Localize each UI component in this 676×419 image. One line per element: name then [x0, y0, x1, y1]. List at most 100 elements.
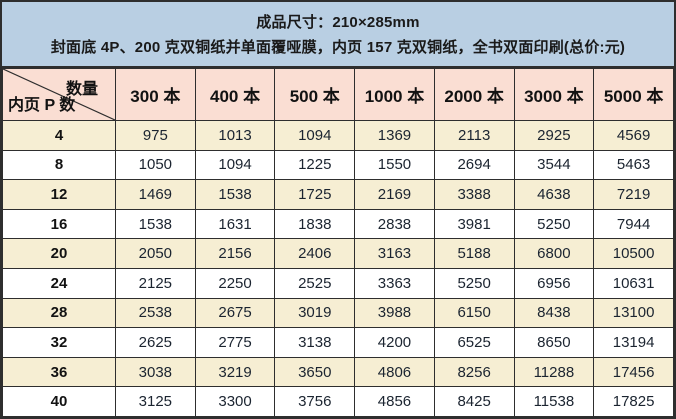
price-cell: 2525 — [274, 267, 356, 299]
row-label-pages: 8 — [2, 149, 116, 181]
row-label-pages: 4 — [2, 120, 116, 151]
price-cell: 1538 — [194, 179, 276, 210]
price-cell: 1838 — [274, 208, 356, 240]
price-cell: 7219 — [593, 179, 674, 210]
price-cell: 2050 — [115, 238, 196, 269]
row-label-pages: 40 — [2, 386, 116, 417]
price-cell: 1725 — [274, 179, 356, 210]
price-cell: 4200 — [354, 327, 435, 358]
price-row: 24 2125 2250 2525 3363 5250 6956 10631 — [2, 267, 674, 299]
diagonal-line — [3, 69, 115, 120]
price-cell: 5188 — [433, 238, 515, 269]
price-cell: 3756 — [274, 386, 356, 417]
price-cell: 11288 — [513, 356, 595, 388]
price-cell: 3300 — [194, 386, 276, 417]
price-cell: 3988 — [354, 297, 435, 329]
price-cell: 4638 — [513, 179, 595, 210]
price-cell: 3163 — [354, 238, 435, 269]
column-header-400: 400 本 — [194, 68, 276, 121]
price-cell: 1369 — [354, 120, 435, 151]
diagonal-header-cell: 数量 内页 P 数 — [2, 68, 116, 121]
corner-quantity-label: 数量 — [65, 81, 98, 98]
price-cell: 11538 — [513, 386, 595, 417]
row-label-pages: 32 — [2, 327, 116, 358]
column-header-3000: 3000 本 — [513, 68, 595, 121]
column-header-5000: 5000 本 — [593, 68, 674, 121]
row-label-pages: 28 — [2, 297, 116, 329]
price-cell: 13100 — [593, 297, 674, 329]
price-cell: 1050 — [115, 149, 196, 181]
column-header-row: 数量 内页 P 数 300 本 400 本 500 本 1000 本 2000 … — [2, 68, 674, 121]
price-table: 数量 内页 P 数 300 本 400 本 500 本 1000 本 2000 … — [2, 68, 674, 417]
price-row: 32 2625 2775 3138 4200 6525 8650 13194 — [2, 327, 674, 358]
price-cell: 2694 — [433, 149, 515, 181]
price-cell: 6800 — [513, 238, 595, 269]
price-cell: 1225 — [274, 149, 356, 181]
price-cell: 8425 — [433, 386, 515, 417]
row-label-pages: 20 — [2, 238, 116, 269]
price-cell: 8256 — [433, 356, 515, 388]
spec-line-paper: 封面底 4P、200 克双铜纸并单面覆哑膜，内页 157 克双铜纸，全书双面印刷… — [50, 39, 626, 56]
price-cell: 2250 — [194, 267, 276, 299]
price-cell: 6956 — [513, 267, 595, 299]
price-row: 8 1050 1094 1225 1550 2694 3544 5463 — [2, 149, 674, 181]
column-header-1000: 1000 本 — [354, 68, 435, 121]
row-label-pages: 24 — [2, 267, 116, 299]
price-cell: 5250 — [433, 267, 515, 299]
price-cell: 3650 — [274, 356, 356, 388]
price-cell: 975 — [115, 120, 196, 151]
price-cell: 2675 — [194, 297, 276, 329]
price-cell: 2775 — [194, 327, 276, 358]
price-row: 12 1469 1538 1725 2169 3388 4638 7219 — [2, 179, 674, 210]
column-header-300: 300 本 — [115, 68, 196, 121]
price-cell: 5463 — [593, 149, 674, 181]
price-row: 36 3038 3219 3650 4806 8256 11288 17456 — [2, 356, 674, 388]
spec-header-band: 成品尺寸：210×285mm 封面底 4P、200 克双铜纸并单面覆哑膜，内页 … — [2, 2, 674, 68]
price-cell: 17456 — [593, 356, 674, 388]
price-cell: 2156 — [194, 238, 276, 269]
corner-pages-label: 内页 P 数 — [8, 97, 76, 114]
price-cell: 3019 — [274, 297, 356, 329]
price-row: 4 975 1013 1094 1369 2113 2925 4569 — [2, 120, 674, 151]
price-cell: 1094 — [194, 149, 276, 181]
price-cell: 8650 — [513, 327, 595, 358]
price-cell: 3363 — [354, 267, 435, 299]
price-cell: 2925 — [513, 120, 595, 151]
price-row: 16 1538 1631 1838 2838 3981 5250 7944 — [2, 208, 674, 240]
column-header-500: 500 本 — [274, 68, 356, 121]
price-cell: 2406 — [274, 238, 356, 269]
price-cell: 2625 — [115, 327, 196, 358]
price-cell: 6150 — [433, 297, 515, 329]
price-cell: 4806 — [354, 356, 435, 388]
row-label-pages: 36 — [2, 356, 116, 388]
price-cell: 3981 — [433, 208, 515, 240]
price-cell: 13194 — [593, 327, 674, 358]
price-cell: 1469 — [115, 179, 196, 210]
price-cell: 2169 — [354, 179, 435, 210]
row-label-pages: 12 — [2, 179, 116, 210]
price-cell: 1631 — [194, 208, 276, 240]
price-cell: 4569 — [593, 120, 674, 151]
price-cell: 5250 — [513, 208, 595, 240]
price-cell: 1538 — [115, 208, 196, 240]
price-table-body: 4 975 1013 1094 1369 2113 2925 4569 8 1050 1094 122… — [2, 120, 674, 417]
price-cell: 3388 — [433, 179, 515, 210]
price-cell: 3038 — [115, 356, 196, 388]
price-cell: 8438 — [513, 297, 595, 329]
price-cell: 3138 — [274, 327, 356, 358]
price-row: 40 3125 3300 3756 4856 8425 11538 17825 — [2, 386, 674, 417]
spec-line-size: 成品尺寸：210×285mm — [256, 14, 420, 31]
price-cell: 4856 — [354, 386, 435, 417]
price-cell: 10631 — [593, 267, 674, 299]
price-cell: 3544 — [513, 149, 595, 181]
price-cell: 1013 — [194, 120, 276, 151]
row-label-pages: 16 — [2, 208, 116, 240]
price-row: 28 2538 2675 3019 3988 6150 8438 13100 — [2, 297, 674, 329]
column-header-2000: 2000 本 — [433, 68, 515, 121]
price-cell: 3125 — [115, 386, 196, 417]
price-cell: 2838 — [354, 208, 435, 240]
price-cell: 6525 — [433, 327, 515, 358]
price-cell: 1094 — [274, 120, 356, 151]
price-cell: 17825 — [593, 386, 674, 417]
